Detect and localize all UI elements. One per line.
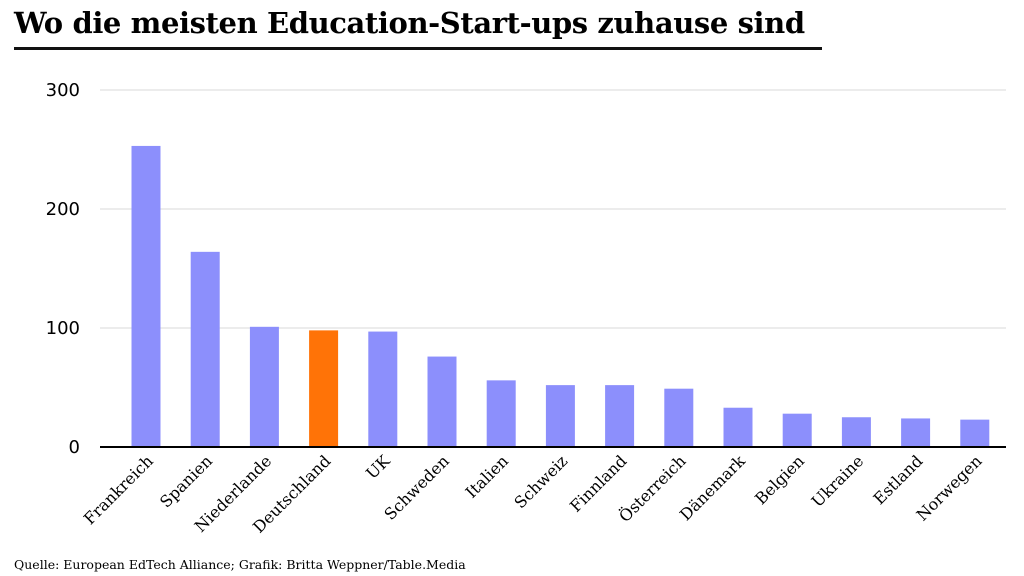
bar-deutschland [309, 330, 339, 447]
x-tick-label: Frankreich [80, 451, 157, 528]
x-tick-label: Italien [462, 451, 512, 501]
bar-ukraine [841, 417, 871, 447]
y-tick-label: 0 [69, 437, 80, 458]
x-tick-label: Schweden [380, 451, 452, 523]
bar-uk [368, 331, 398, 447]
title-underline [14, 47, 822, 50]
bar-belgien [782, 413, 812, 447]
x-tick-label: Estland [869, 451, 926, 508]
x-tick-label: Schweiz [510, 451, 571, 512]
y-tick-label: 100 [46, 318, 80, 339]
bar-estland [901, 418, 931, 447]
bar-norwegen [960, 419, 990, 447]
x-tick-label: Ukraine [808, 451, 868, 511]
bar-spanien [190, 251, 220, 447]
y-tick-label: 300 [46, 80, 80, 101]
x-tick-label: Spanien [156, 451, 216, 511]
bar-schweden [427, 356, 457, 447]
bar-italien [486, 380, 516, 447]
y-tick-label: 200 [46, 199, 80, 220]
bar-frankreich [131, 145, 161, 447]
bar-finnland [605, 385, 635, 447]
bars [131, 145, 990, 447]
bar-schweiz [545, 385, 575, 447]
source-note: Quelle: European EdTech Alliance; Grafik… [14, 557, 466, 572]
bar-dänemark [723, 407, 753, 447]
x-tick-label: UK [362, 451, 394, 483]
bar-österreich [664, 388, 694, 447]
grid-lines [100, 89, 1006, 329]
chart-title: Wo die meisten Education-Start-ups zuhau… [14, 6, 805, 40]
x-tick-label: Belgien [751, 451, 808, 508]
bar-niederlande [249, 326, 279, 447]
